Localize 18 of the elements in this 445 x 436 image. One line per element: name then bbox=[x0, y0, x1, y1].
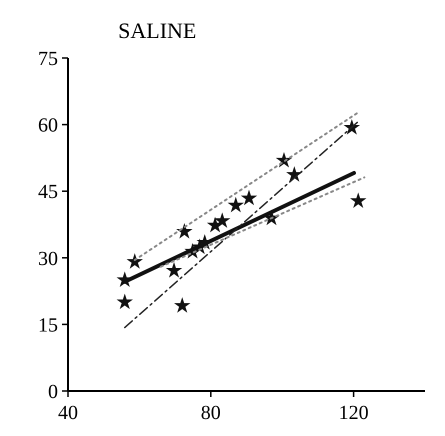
point bbox=[166, 263, 182, 277]
y-tick-label: 60 bbox=[38, 114, 58, 137]
point bbox=[228, 198, 243, 212]
y-tick-label: 75 bbox=[38, 48, 58, 70]
point bbox=[175, 298, 190, 312]
y-tick-label: 45 bbox=[38, 181, 58, 204]
point bbox=[128, 254, 142, 268]
y-tick-label: 30 bbox=[38, 248, 58, 270]
point bbox=[351, 193, 366, 208]
chart-title: SALINE bbox=[118, 18, 196, 43]
x-tick-label: 120 bbox=[338, 402, 369, 424]
point bbox=[118, 294, 132, 308]
y-tick-label: 15 bbox=[38, 314, 58, 336]
x-tick-label: 80 bbox=[200, 402, 221, 424]
x-tick-label: 40 bbox=[58, 402, 78, 424]
point bbox=[242, 190, 256, 204]
y-tick-label: 0 bbox=[48, 381, 58, 403]
point bbox=[215, 213, 230, 228]
